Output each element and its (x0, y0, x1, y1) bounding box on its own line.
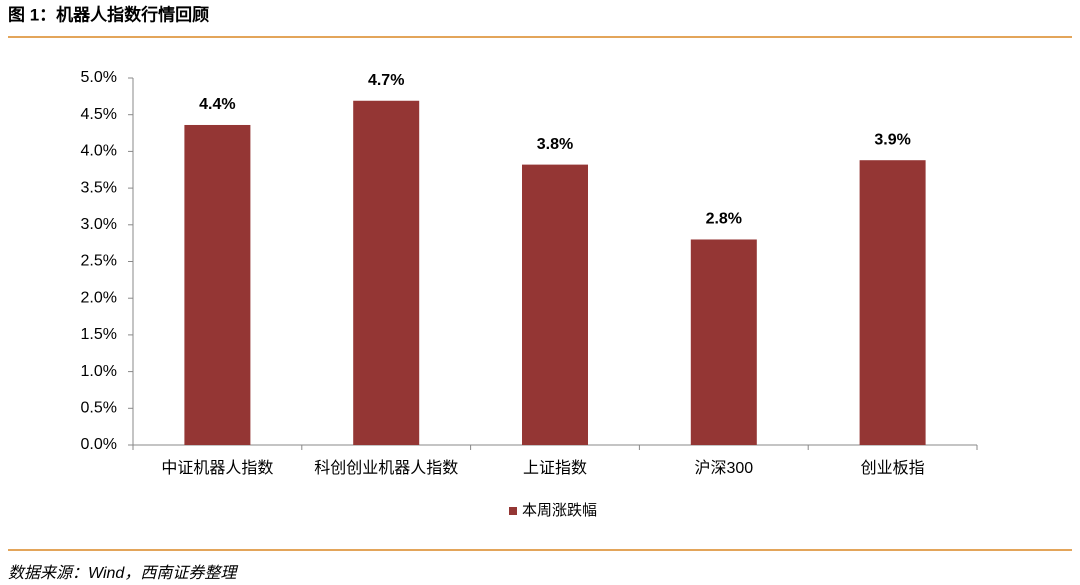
legend-label: 本周涨跌幅 (522, 502, 597, 519)
y-tick-label: 5.0% (81, 69, 117, 86)
value-label: 3.9% (874, 131, 910, 148)
y-tick-label: 3.5% (81, 179, 117, 196)
figure-title: 图 1：机器人指数行情回顾 (8, 4, 209, 24)
bar (353, 100, 420, 445)
y-tick-label: 2.5% (81, 253, 117, 270)
bar (184, 124, 251, 445)
x-tick-label: 中证机器人指数 (161, 459, 273, 477)
value-label: 4.4% (199, 96, 235, 113)
value-label: 2.8% (706, 211, 742, 228)
x-tick-label: 科创创业机器人指数 (314, 459, 458, 477)
y-tick-label: 4.5% (81, 106, 117, 123)
x-tick-label: 创业板指 (861, 459, 925, 477)
bar (522, 164, 588, 445)
y-tick-label: 1.5% (81, 326, 117, 343)
x-tick-label: 沪深300 (694, 459, 753, 477)
y-tick-label: 4.0% (81, 143, 117, 160)
y-tick-label: 0.5% (81, 400, 117, 417)
y-tick-label: 3.0% (81, 216, 117, 233)
value-label: 3.8% (537, 136, 573, 153)
y-tick-label: 2.0% (81, 289, 117, 306)
source-note: 数据来源：Wind，西南证券整理 (8, 564, 238, 582)
y-tick-label: 0.0% (81, 436, 117, 453)
x-tick-label: 上证指数 (523, 459, 587, 477)
bar (690, 239, 757, 445)
value-label: 4.7% (368, 72, 404, 89)
legend-swatch (509, 507, 517, 515)
bar (859, 160, 926, 445)
y-tick-label: 1.0% (81, 363, 117, 380)
